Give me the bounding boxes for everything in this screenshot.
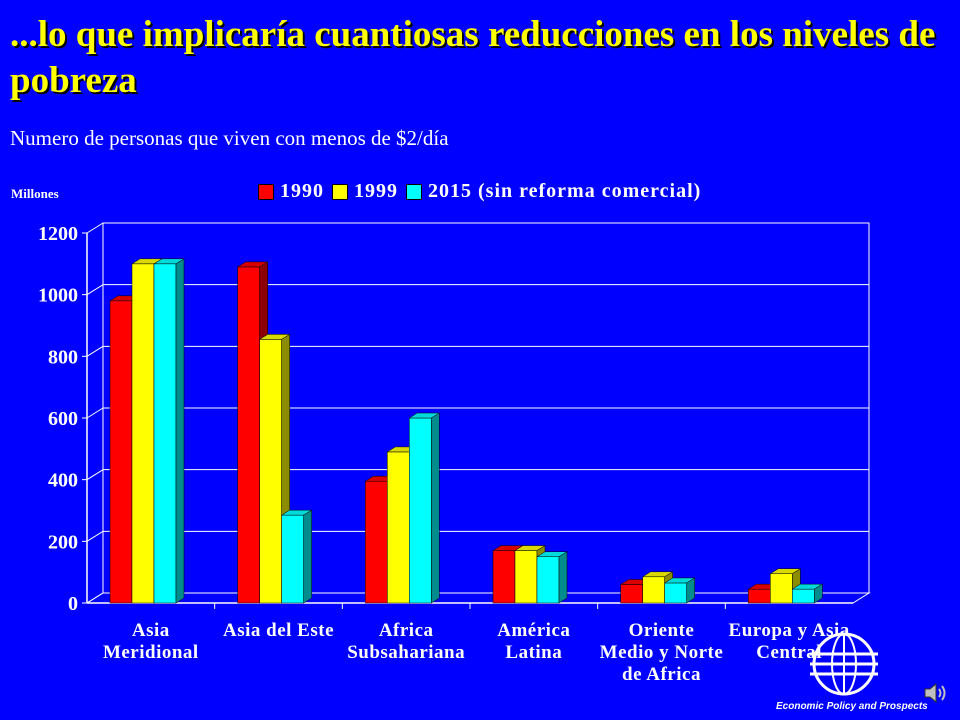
legend-label-1990: 1990 [280,180,324,202]
x-tick-label: Oriente Medio y Norte de Africa [600,620,724,685]
legend-item-1999: 1999 [332,180,398,203]
legend-item-2015: 2015 (sin reforma comercial) [406,180,701,203]
gridline-side [86,469,104,481]
gridline-side [86,530,104,542]
bar-1999 [259,339,282,604]
y-tick-label: 800 [48,346,78,368]
x-tick-label: América Latina [497,620,570,663]
legend-item-1990: 1990 [258,180,324,203]
bar-2015-side [558,551,568,604]
y-tick-label: 200 [48,531,78,553]
bar-1999 [642,576,665,604]
x-tick-label: Asia del Este [223,620,334,641]
y-tick-label: 0 [68,593,78,615]
bar-2015 [664,582,687,604]
x-tick-label: Europa y Asia Central [729,620,850,663]
bar-1999 [770,573,793,604]
bar-2015 [153,263,177,604]
bar-1999 [514,550,538,604]
gridline-side [86,407,104,419]
gridline-side [86,592,104,604]
bar-2015-side [814,583,823,604]
speaker-icon[interactable] [922,680,948,706]
bar-2015-side [686,577,695,604]
bar-1990 [492,550,516,604]
legend-swatch-1990 [258,183,274,200]
footer-text: Economic Policy and Prospects [776,701,928,712]
x-tick-label: Asia Meridional [103,620,199,663]
chart-subtitle: Numero de personas que viven con menos d… [10,126,449,150]
legend-label-1999: 1999 [354,180,398,202]
bar-1990 [748,588,771,604]
y-tick-label: 1000 [38,285,78,307]
bar-1990 [365,480,388,604]
bar-1990 [237,266,260,604]
bar-1999 [131,263,155,604]
bar-2015 [536,556,560,604]
gridline-side [86,345,104,357]
gridline-side [86,222,104,234]
x-tick-label: Africa Subsahariana [347,620,465,663]
legend-swatch-2015 [406,183,422,200]
bar-1990 [109,300,133,604]
bar-2015 [792,588,815,604]
y-tick-label: 400 [48,470,78,492]
slide-title: ...lo que implicaría cuantiosas reduccio… [10,14,936,101]
y-tick-label: 1200 [38,223,78,245]
bar-2015-side [175,258,185,604]
gridline-side [86,284,104,296]
bar-2015 [281,514,304,604]
world-bank-globe-icon [810,632,878,696]
bar-2015 [409,417,432,604]
y-axis-label: Millones [11,186,59,201]
bar-2015-side [303,509,312,604]
bar-2015-side [431,412,440,604]
legend-label-2015: 2015 (sin reforma comercial) [428,180,702,202]
bar-1999 [387,451,410,604]
y-tick-label: 600 [48,408,78,430]
legend-swatch-1999 [332,183,348,200]
bar-1990 [620,584,643,604]
chart-legend: 1990 1999 2015 (sin reforma comercial) [258,180,709,203]
